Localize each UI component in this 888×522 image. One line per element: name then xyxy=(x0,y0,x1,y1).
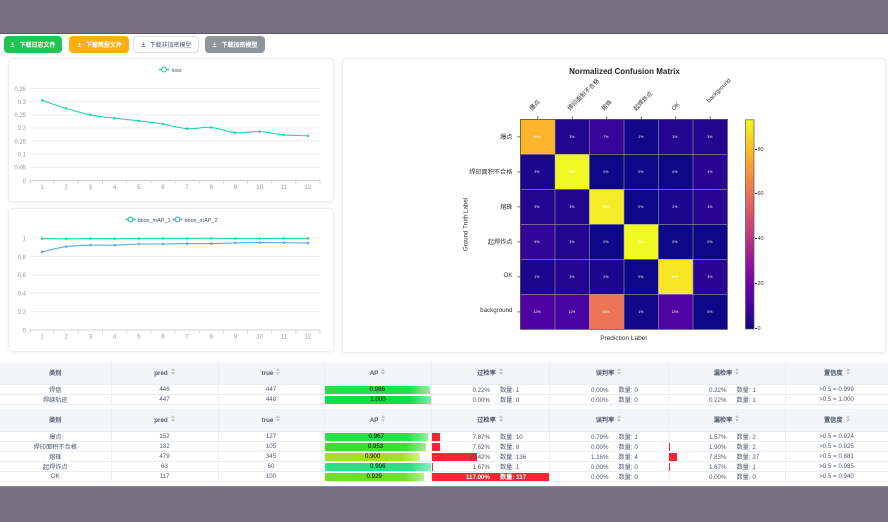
svg-text:0.35: 0.35 xyxy=(14,87,26,93)
svg-text:7: 7 xyxy=(185,185,189,191)
svg-text:11: 11 xyxy=(281,335,288,341)
svg-text:12: 12 xyxy=(305,185,312,191)
svg-text:6: 6 xyxy=(161,185,165,191)
svg-text:9: 9 xyxy=(234,185,238,191)
svg-text:2: 2 xyxy=(65,335,69,341)
svg-text:loss: loss xyxy=(172,68,182,74)
svg-text:10: 10 xyxy=(256,335,263,341)
svg-text:1: 1 xyxy=(40,185,44,191)
svg-text:12: 12 xyxy=(305,335,312,341)
svg-text:1: 1 xyxy=(40,335,44,341)
svg-text:2: 2 xyxy=(65,185,69,191)
svg-text:bbox_mAP_2: bbox_mAP_2 xyxy=(185,218,218,224)
svg-text:6: 6 xyxy=(161,335,165,341)
svg-text:4: 4 xyxy=(113,335,117,341)
svg-text:1: 1 xyxy=(23,236,27,242)
svg-text:0.25: 0.25 xyxy=(14,113,26,119)
svg-text:5: 5 xyxy=(137,185,141,191)
svg-text:10: 10 xyxy=(256,185,263,191)
svg-text:3: 3 xyxy=(89,185,93,191)
svg-text:0.8: 0.8 xyxy=(18,255,27,261)
svg-text:bbox_mAP_1: bbox_mAP_1 xyxy=(138,218,171,224)
svg-text:0.2: 0.2 xyxy=(18,310,27,316)
svg-text:7: 7 xyxy=(185,335,189,341)
svg-text:11: 11 xyxy=(281,185,288,191)
svg-text:0.15: 0.15 xyxy=(14,139,26,145)
svg-text:8: 8 xyxy=(210,185,214,191)
svg-text:3: 3 xyxy=(89,335,93,341)
svg-text:0.2: 0.2 xyxy=(18,126,27,132)
svg-text:0.3: 0.3 xyxy=(18,100,27,106)
svg-text:9: 9 xyxy=(234,335,238,341)
svg-text:4: 4 xyxy=(113,185,117,191)
svg-text:5: 5 xyxy=(137,335,141,341)
svg-text:0: 0 xyxy=(23,328,27,334)
svg-text:0.4: 0.4 xyxy=(18,292,27,298)
svg-text:0.6: 0.6 xyxy=(18,273,27,279)
svg-text:8: 8 xyxy=(210,335,214,341)
svg-text:0: 0 xyxy=(23,179,27,185)
svg-text:0.05: 0.05 xyxy=(14,166,26,172)
svg-text:0.1: 0.1 xyxy=(18,153,27,159)
